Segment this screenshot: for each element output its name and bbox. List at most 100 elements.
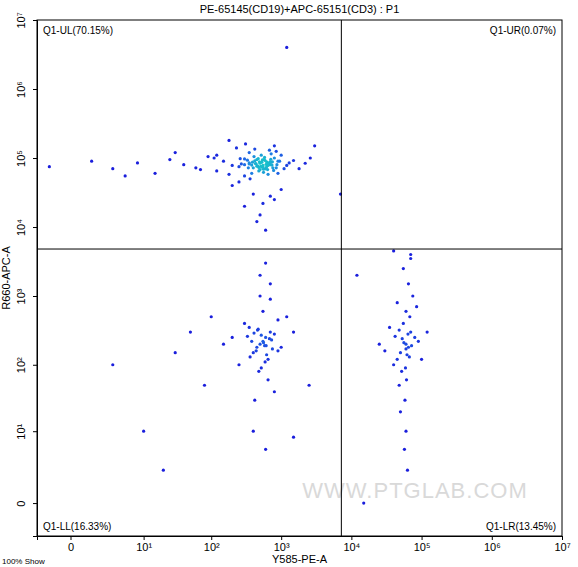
point (266, 164, 269, 167)
point (264, 448, 267, 451)
point (271, 347, 274, 350)
y-tick-label: 10² (15, 357, 27, 373)
point (239, 157, 242, 160)
point (264, 262, 267, 265)
point (260, 366, 263, 369)
point (136, 161, 139, 164)
point (411, 294, 414, 297)
point (269, 195, 272, 198)
x-tick: 10¹ (136, 536, 152, 553)
point (388, 326, 391, 329)
point (392, 249, 395, 252)
y-tick-label: 10³ (15, 288, 27, 304)
x-tick-mark (351, 536, 352, 540)
point (243, 157, 246, 160)
point (426, 330, 429, 333)
point (231, 336, 234, 339)
point (252, 351, 255, 354)
point (265, 344, 268, 347)
point (250, 340, 253, 343)
point (168, 158, 171, 161)
x-tick-mark (562, 536, 563, 540)
y-tick-mark (33, 431, 37, 432)
point (111, 363, 114, 366)
point (273, 390, 276, 393)
x-tick: 10⁷ (554, 536, 570, 553)
y-axis-line (33, 21, 38, 537)
y-tick: 10⁴ (15, 219, 37, 236)
x-tick-label: 10⁴ (343, 541, 360, 553)
point (307, 384, 310, 387)
point (280, 188, 283, 191)
point (262, 171, 265, 174)
point (402, 341, 405, 344)
point (275, 163, 278, 166)
point (182, 163, 185, 166)
point (222, 160, 225, 163)
x-axis-line (38, 537, 563, 541)
point (256, 328, 259, 331)
gate-y (37, 249, 562, 250)
point (266, 358, 269, 361)
x-tick-mark (211, 536, 212, 540)
point (252, 193, 255, 196)
point (402, 267, 405, 270)
point (266, 378, 269, 381)
title: PE-65145(CD19)+APC-65151(CD3) : P1 (200, 3, 400, 15)
point (231, 184, 234, 187)
point (276, 318, 279, 321)
points (48, 46, 429, 505)
point (243, 163, 246, 166)
point (355, 274, 358, 277)
point (406, 332, 409, 335)
point (111, 167, 114, 170)
point (288, 161, 291, 164)
point (253, 399, 256, 402)
point (174, 351, 177, 354)
point (392, 363, 395, 366)
x-tick-label: 10² (204, 541, 220, 553)
point (269, 298, 272, 301)
point (264, 336, 267, 339)
point (264, 167, 267, 170)
point (255, 165, 258, 168)
x-tick: 10⁵ (414, 536, 431, 553)
point (396, 301, 399, 304)
point (394, 335, 397, 338)
point (410, 344, 413, 347)
y-tick-label: 10⁴ (15, 219, 27, 236)
point (292, 159, 295, 162)
point (255, 346, 258, 349)
point (142, 430, 145, 433)
x-tick-mark (422, 536, 423, 540)
point (243, 174, 246, 177)
point (194, 166, 197, 169)
point (247, 166, 250, 169)
point (248, 177, 251, 180)
point (273, 198, 276, 201)
gates (37, 20, 562, 536)
point (275, 166, 278, 169)
y-tick: 10² (15, 357, 37, 373)
point (313, 144, 316, 147)
x-axis: 010¹10²10³10⁴10⁵10⁶10⁷ (38, 536, 571, 553)
point (252, 155, 255, 158)
point (250, 172, 253, 175)
point (378, 343, 381, 346)
point (362, 501, 365, 504)
point (396, 358, 399, 361)
y-tick-label: 10¹ (15, 423, 27, 439)
chart: PE-65145(CD19)+APC-65151(CD3) : P1WWW.PT… (0, 0, 578, 567)
y-tick-label: 10⁵ (15, 150, 27, 167)
point (407, 282, 410, 285)
y-tick: 10⁵ (15, 150, 37, 167)
point (398, 384, 401, 387)
point (244, 142, 247, 145)
point (235, 146, 238, 149)
y-axis: 010¹10²10³10⁴10⁵10⁶10⁷ (15, 12, 38, 536)
point (246, 159, 249, 162)
point (257, 328, 260, 331)
x-tick: 10³ (274, 536, 290, 553)
point (231, 164, 234, 167)
point (153, 172, 156, 175)
